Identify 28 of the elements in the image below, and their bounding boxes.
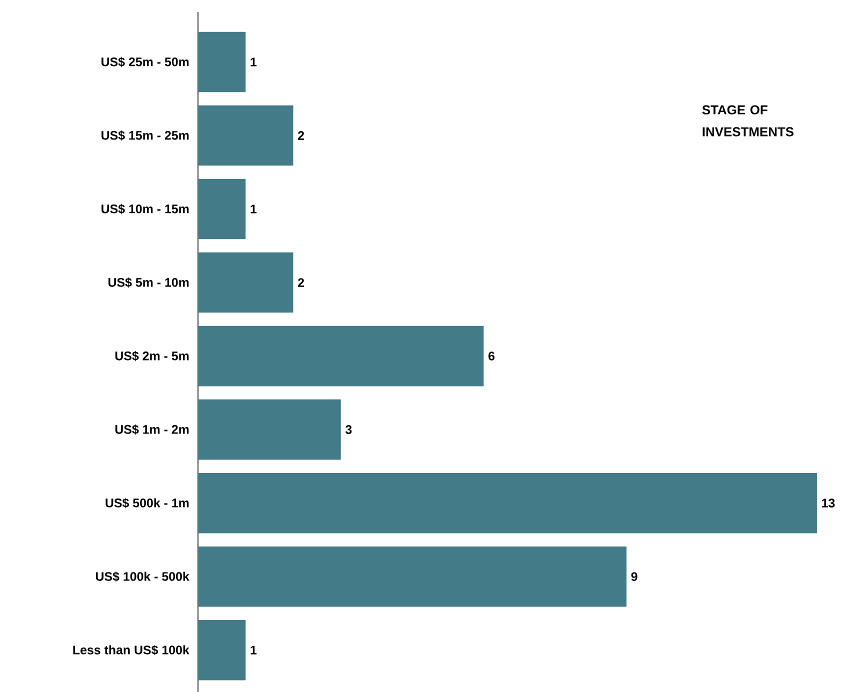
bar bbox=[198, 32, 246, 92]
data-label: 2 bbox=[298, 278, 304, 287]
bar bbox=[198, 399, 341, 460]
bar bbox=[198, 178, 246, 240]
data-label: 6 bbox=[488, 352, 494, 360]
y-tick-label: US$ 1m - 2m bbox=[115, 424, 189, 435]
y-tick-label: US$ 25m - 50m bbox=[102, 56, 189, 68]
data-label: 1 bbox=[250, 58, 257, 66]
bar bbox=[198, 472, 817, 534]
y-tick-label: US$ 5m - 10m bbox=[108, 277, 189, 288]
bar bbox=[198, 546, 627, 607]
y-tick-label: US$ 15m - 25m bbox=[102, 130, 189, 141]
y-tick-label: US$ 2m - 5m bbox=[115, 350, 189, 362]
data-label: 3 bbox=[345, 425, 352, 434]
bar bbox=[198, 105, 294, 166]
bar bbox=[198, 326, 484, 386]
y-tick-label: US$ 100k - 500k bbox=[96, 572, 190, 582]
data-label: 2 bbox=[298, 131, 304, 140]
data-label: 9 bbox=[631, 572, 638, 582]
y-tick-label: Less than US$ 100k bbox=[73, 645, 190, 656]
data-label: 13 bbox=[822, 498, 835, 508]
data-label: 1 bbox=[250, 204, 257, 214]
text: STAGE OF INVESTMENTS bbox=[702, 105, 794, 136]
bar bbox=[198, 620, 246, 680]
y-tick-label: US$ 500k - 1m bbox=[106, 498, 189, 508]
y-tick-label: US$ 10m - 15m bbox=[102, 204, 189, 214]
data-label: 1 bbox=[250, 646, 257, 654]
bar bbox=[198, 252, 294, 313]
